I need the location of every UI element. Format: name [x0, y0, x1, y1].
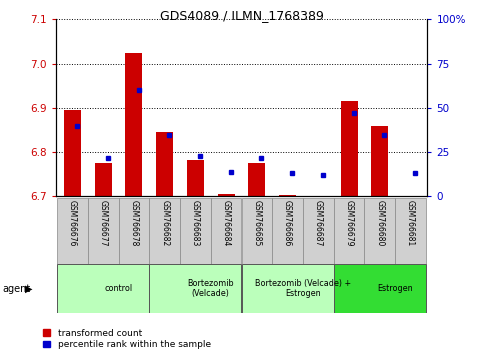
Bar — [402, 195, 419, 196]
Text: GSM766677: GSM766677 — [99, 200, 108, 247]
Text: GSM766683: GSM766683 — [191, 200, 200, 247]
Bar — [126, 53, 142, 196]
Bar — [279, 195, 296, 196]
Bar — [149, 198, 180, 264]
Bar — [242, 198, 272, 264]
Text: Bortezomib (Velcade) +
Estrogen: Bortezomib (Velcade) + Estrogen — [255, 279, 351, 298]
Bar — [88, 198, 118, 264]
Text: GSM766680: GSM766680 — [375, 200, 384, 247]
Text: GSM766684: GSM766684 — [222, 200, 230, 247]
Bar — [95, 163, 112, 196]
Text: GSM766679: GSM766679 — [344, 200, 354, 247]
Bar — [57, 264, 149, 313]
Bar — [64, 110, 81, 196]
Text: GSM766681: GSM766681 — [406, 200, 415, 246]
Bar — [310, 195, 327, 196]
Bar — [341, 101, 357, 196]
Text: agent: agent — [2, 284, 30, 293]
Bar — [180, 198, 211, 264]
Bar — [371, 126, 388, 196]
Bar — [187, 160, 204, 196]
Bar — [248, 163, 265, 196]
Bar — [149, 264, 242, 313]
Text: Estrogen: Estrogen — [377, 284, 413, 293]
Bar — [218, 194, 235, 196]
Bar — [334, 198, 365, 264]
Text: GSM766682: GSM766682 — [160, 200, 169, 246]
Text: ▶: ▶ — [25, 284, 33, 293]
Bar — [57, 198, 88, 264]
Bar — [272, 198, 303, 264]
Bar — [303, 198, 334, 264]
Text: Bortezomib
(Velcade): Bortezomib (Velcade) — [187, 279, 234, 298]
Text: GDS4089 / ILMN_1768389: GDS4089 / ILMN_1768389 — [159, 9, 324, 22]
Bar — [365, 198, 395, 264]
Bar — [334, 264, 426, 313]
Bar — [211, 198, 242, 264]
Bar — [156, 132, 173, 196]
Bar — [395, 198, 426, 264]
Bar — [118, 198, 149, 264]
Text: GSM766678: GSM766678 — [129, 200, 139, 247]
Text: GSM766676: GSM766676 — [68, 200, 77, 247]
Bar — [242, 264, 334, 313]
Text: GSM766685: GSM766685 — [253, 200, 261, 247]
Legend: transformed count, percentile rank within the sample: transformed count, percentile rank withi… — [43, 329, 211, 349]
Text: GSM766686: GSM766686 — [283, 200, 292, 247]
Text: control: control — [104, 284, 133, 293]
Text: GSM766687: GSM766687 — [314, 200, 323, 247]
